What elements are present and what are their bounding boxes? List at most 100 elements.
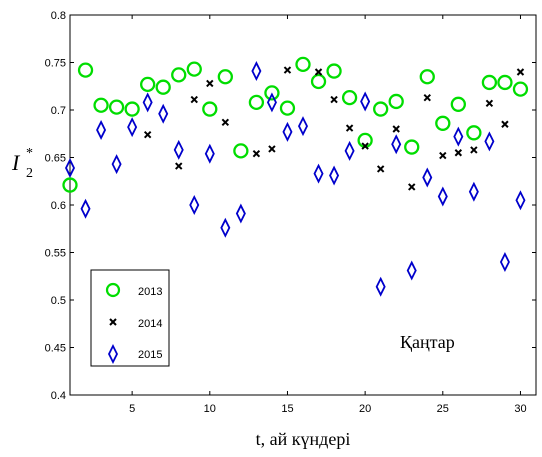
point-2014 — [330, 95, 338, 104]
legend-2013-label: 2013 — [138, 286, 162, 298]
legend-2015-marker-icon — [107, 343, 119, 365]
x-tick-label: 30 — [514, 403, 526, 415]
point-2014 — [439, 151, 447, 160]
point-2015 — [344, 140, 355, 161]
legend-2014-marker-icon — [109, 318, 117, 326]
point-2014 — [345, 124, 354, 132]
point-2014-stroke — [454, 149, 463, 157]
point-2013 — [124, 101, 140, 117]
point-2015 — [127, 117, 138, 138]
point-2013 — [373, 101, 389, 117]
x-axis-label: t, ай күндері — [256, 429, 351, 449]
point-2013 — [481, 74, 498, 91]
legend-2014-label: 2014 — [138, 318, 162, 330]
x-tick-label: 25 — [437, 403, 449, 415]
point-2013 — [217, 69, 233, 85]
point-2013 — [202, 101, 218, 117]
point-2015 — [266, 92, 277, 113]
point-2013 — [295, 56, 311, 73]
point-2013 — [108, 99, 125, 115]
point-2014-stroke — [470, 146, 478, 154]
point-2014-stroke — [206, 79, 214, 88]
y-tick-label: 0.55 — [45, 248, 66, 260]
point-2015 — [220, 217, 231, 238]
point-2013 — [310, 73, 327, 90]
point-2015 — [251, 61, 262, 82]
y-tick-label: 0.5 — [51, 295, 66, 307]
point-2014 — [501, 120, 509, 128]
point-2014-stroke — [314, 68, 323, 76]
y-tick-label: 0.75 — [45, 58, 66, 70]
point-2014-stroke — [252, 149, 261, 158]
point-2015 — [235, 203, 246, 224]
point-2015 — [329, 165, 340, 186]
point-2015 — [422, 167, 433, 188]
point-2014-stroke — [501, 120, 509, 128]
point-2014 — [361, 142, 369, 150]
point-2015 — [96, 119, 107, 140]
point-2014 — [190, 95, 198, 104]
point-2014-stroke — [361, 142, 369, 150]
point-2013 — [233, 143, 249, 159]
point-2014-stroke — [221, 118, 230, 127]
point-2015 — [80, 198, 91, 219]
point-2013 — [512, 81, 529, 97]
point-2014-stroke — [376, 165, 385, 173]
point-2015 — [515, 190, 526, 211]
point-2015 — [282, 121, 293, 142]
x-tick-label: 5 — [129, 403, 135, 415]
point-2014-stroke — [330, 95, 338, 104]
point-2014 — [423, 93, 431, 102]
y-tick-label: 0.7 — [51, 105, 66, 117]
point-2014 — [314, 68, 323, 76]
point-2013 — [93, 97, 109, 113]
point-2013 — [466, 125, 482, 141]
y-tick-label: 0.6 — [51, 200, 66, 212]
point-2014-stroke — [439, 151, 447, 160]
point-2013 — [171, 67, 187, 83]
y-tick-label: 0.45 — [45, 343, 66, 355]
point-2015 — [142, 92, 153, 113]
point-2013 — [186, 61, 202, 77]
legend: 2013 2014 2015 — [90, 269, 170, 367]
y-axis-label-main: I — [11, 150, 21, 175]
x-tick-label: 10 — [204, 403, 216, 415]
point-2014-stroke — [190, 95, 198, 104]
point-2015 — [313, 163, 324, 184]
point-2013 — [77, 62, 94, 78]
month-annotation: Қаңтар — [400, 332, 455, 352]
point-2014 — [454, 149, 463, 157]
point-2015 — [64, 157, 76, 178]
point-2014 — [206, 79, 214, 88]
point-2014 — [376, 165, 385, 173]
legend-2013-marker-icon — [105, 282, 121, 298]
point-2015 — [360, 91, 371, 112]
point-2013 — [450, 96, 466, 112]
point-2015 — [297, 116, 309, 137]
point-2015 — [437, 186, 448, 207]
point-2015 — [499, 251, 510, 273]
point-2014 — [470, 146, 478, 154]
legend-box — [90, 269, 170, 367]
point-2013 — [326, 63, 342, 79]
point-2014 — [221, 118, 230, 127]
point-2014-stroke — [345, 124, 354, 132]
point-2015 — [453, 126, 464, 147]
point-2015 — [406, 260, 417, 281]
point-2014-stroke — [143, 130, 152, 139]
point-2014-stroke — [423, 93, 431, 102]
point-2013 — [140, 76, 156, 92]
point-2014-stroke — [392, 125, 400, 133]
point-2014-stroke — [268, 145, 276, 153]
y-axis-label-sup: * — [26, 146, 33, 161]
point-2015 — [173, 139, 184, 160]
point-2013 — [264, 85, 280, 101]
point-2013 — [62, 177, 78, 193]
point-2013 — [341, 90, 358, 106]
point-2014 — [252, 149, 261, 158]
point-2014 — [408, 183, 416, 191]
point-2014-stroke — [516, 68, 525, 76]
y-tick-label: 0.8 — [51, 10, 66, 22]
point-2014 — [268, 145, 276, 153]
